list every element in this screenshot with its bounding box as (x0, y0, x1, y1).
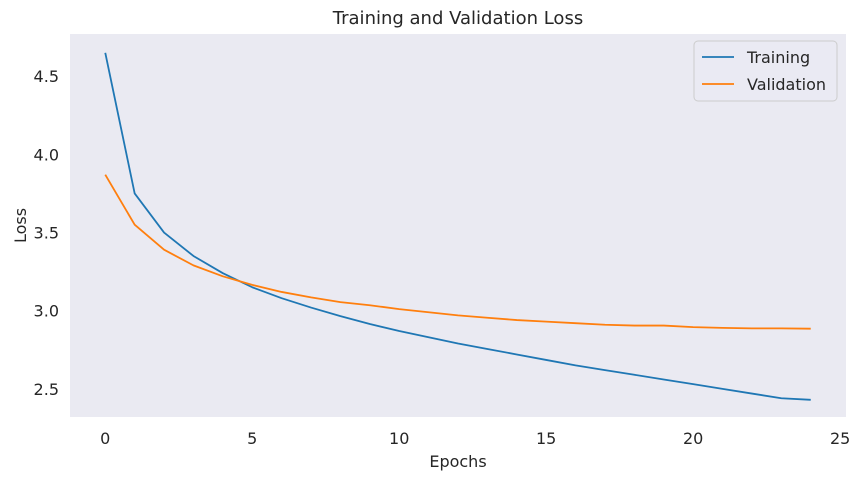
x-tick-label: 20 (683, 429, 703, 448)
legend-label-training: Training (746, 48, 810, 67)
x-tick-label: 25 (830, 429, 850, 448)
legend-label-validation: Validation (747, 75, 826, 94)
y-tick-label: 2.5 (34, 380, 59, 399)
series-line-validation (104, 174, 811, 330)
x-tick-label: 0 (100, 429, 110, 448)
x-tick-label: 10 (389, 429, 409, 448)
y-tick-label: 3.0 (34, 302, 59, 321)
x-tick-label: 5 (247, 429, 257, 448)
series-lines (104, 52, 811, 401)
series-line-training (104, 52, 811, 401)
y-axis-label: Loss (11, 208, 30, 243)
legend: Training Validation (693, 40, 838, 102)
y-tick-label: 3.5 (34, 224, 59, 243)
x-axis-ticks: 0 5 10 15 20 25 (100, 429, 850, 448)
y-axis-ticks: 2.5 3.0 3.5 4.0 4.5 (34, 67, 59, 399)
y-tick-label: 4.0 (34, 145, 59, 164)
chart-title: Training and Validation Loss (332, 8, 583, 29)
x-tick-label: 15 (536, 429, 556, 448)
x-axis-label: Epochs (429, 452, 486, 471)
y-tick-label: 4.5 (34, 67, 59, 86)
legend-box (693, 40, 838, 102)
